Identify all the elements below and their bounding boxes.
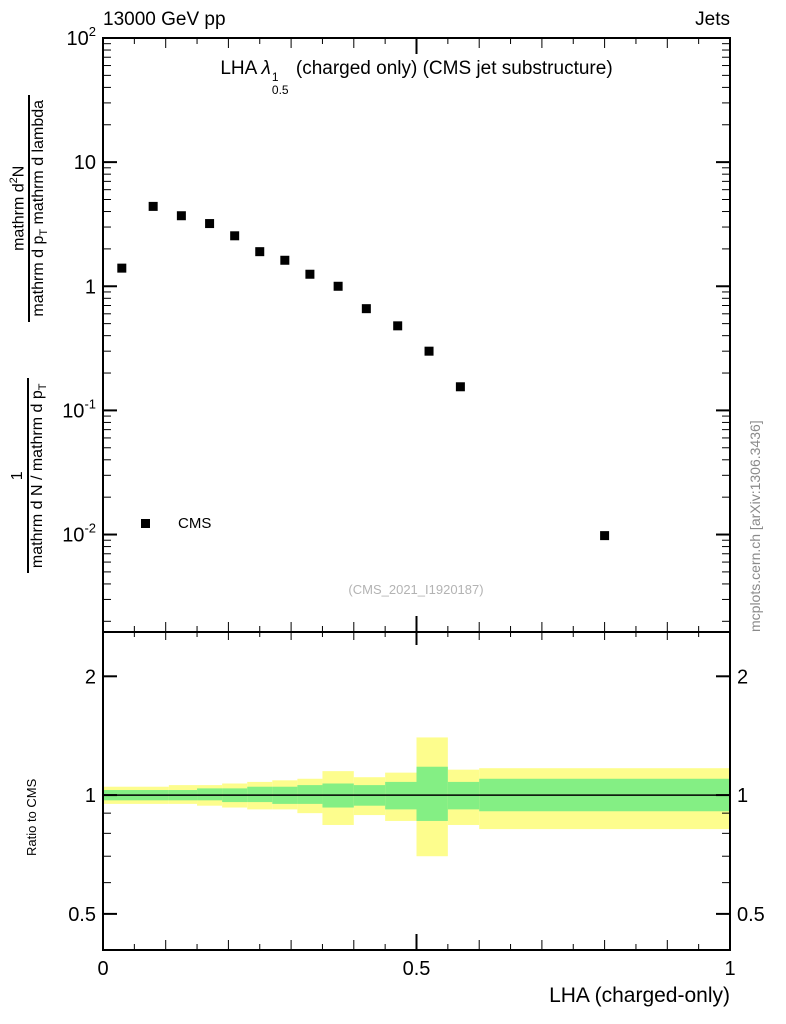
data-point <box>333 281 343 291</box>
ylabel-frac2-num-tail: N <box>10 165 28 178</box>
ylabel-frac2-den-sub: T <box>38 228 51 236</box>
svg-text:0.5: 0.5 <box>737 904 765 926</box>
ratio-panel-frame <box>102 631 731 951</box>
data-point <box>176 211 186 221</box>
analysis-tag-label: Jets <box>695 9 730 30</box>
svg-text:1: 1 <box>85 276 96 298</box>
title-prefix: LHA <box>220 58 262 79</box>
ylabel-frac1-numerator: 1 <box>9 471 27 481</box>
svg-text:0.5: 0.5 <box>68 904 96 926</box>
ylabel-frac2-den-tail: mathrm d lambda <box>30 99 48 229</box>
data-point <box>255 247 265 257</box>
ylabel-frac2-denominator: mathrm d pT mathrm d lambda <box>30 95 50 322</box>
svg-text:102: 102 <box>67 24 96 50</box>
data-point <box>280 255 290 265</box>
svg-text:2: 2 <box>737 666 748 688</box>
ylabel-frac2-den-text: mathrm d p <box>30 235 48 317</box>
data-point <box>361 304 371 314</box>
data-point <box>205 219 215 229</box>
y-axis-label: 1 mathrm d N / mathrm d pT mathrm d2N ma… <box>8 38 51 630</box>
svg-text:0: 0 <box>97 958 108 980</box>
svg-text:1: 1 <box>737 785 748 807</box>
data-point <box>117 263 127 273</box>
ratio-uncertainty-bands <box>103 737 730 857</box>
svg-text:1: 1 <box>724 958 735 980</box>
analysis-id-watermark: (CMS_2021_I1920187) <box>348 582 484 597</box>
ylabel-frac1-den-text: mathrm d N / mathrm d p <box>29 390 47 569</box>
ylabel-frac2-num-text: mathrm d <box>10 183 28 251</box>
legend: CMS <box>141 515 211 532</box>
mcplots-credit: mcplots.cern.ch [arXiv:1306.3436] <box>747 420 763 632</box>
ylabel-fraction-2: mathrm d2N mathrm d pT mathrm d lambda <box>8 94 51 322</box>
data-point <box>148 201 158 211</box>
svg-text:1: 1 <box>85 785 96 807</box>
svg-text:10: 10 <box>74 152 96 174</box>
top-panel-frame <box>102 37 731 633</box>
data-point <box>600 531 610 541</box>
axis-ticks <box>102 37 731 949</box>
ratio-axis-label: Ratio to CMS <box>24 778 39 856</box>
ylabel-frac2-num-sup: 2 <box>8 177 20 184</box>
data-point <box>305 269 315 279</box>
ylabel-frac2-numerator: mathrm d2N <box>8 161 28 256</box>
svg-text:10-1: 10-1 <box>62 396 96 422</box>
collision-energy-label: 13000 GeV pp <box>103 9 226 30</box>
lambda-sub: 0.5 <box>271 82 289 97</box>
cms-data-marker-icon <box>141 519 150 528</box>
plot-title: LHA λ 1 0.5 (charged only) (CMS jet substr… <box>103 58 730 96</box>
lambda-sup: 1 <box>271 70 279 84</box>
svg-text:2: 2 <box>85 666 96 688</box>
data-point <box>455 382 465 392</box>
svg-text:0.5: 0.5 <box>403 958 431 980</box>
data-point <box>393 321 403 331</box>
ylabel-frac1-den-sub: T <box>37 383 50 391</box>
cms-data-points <box>117 201 610 541</box>
ylabel-frac1-denominator: mathrm d N / mathrm d pT <box>29 379 49 574</box>
lambda-symbol: λ <box>261 58 271 79</box>
data-point <box>230 231 240 241</box>
legend-label: CMS <box>178 515 212 532</box>
x-axis-label: LHA (charged-only) <box>549 984 730 1007</box>
data-point <box>424 346 434 356</box>
title-suffix: (charged only) (CMS jet substructure) <box>290 58 613 79</box>
ylabel-fraction-1: 1 mathrm d N / mathrm d pT <box>9 378 49 574</box>
lambda-exponent: 1 0.5 <box>272 71 289 96</box>
svg-text:10-2: 10-2 <box>62 521 96 547</box>
